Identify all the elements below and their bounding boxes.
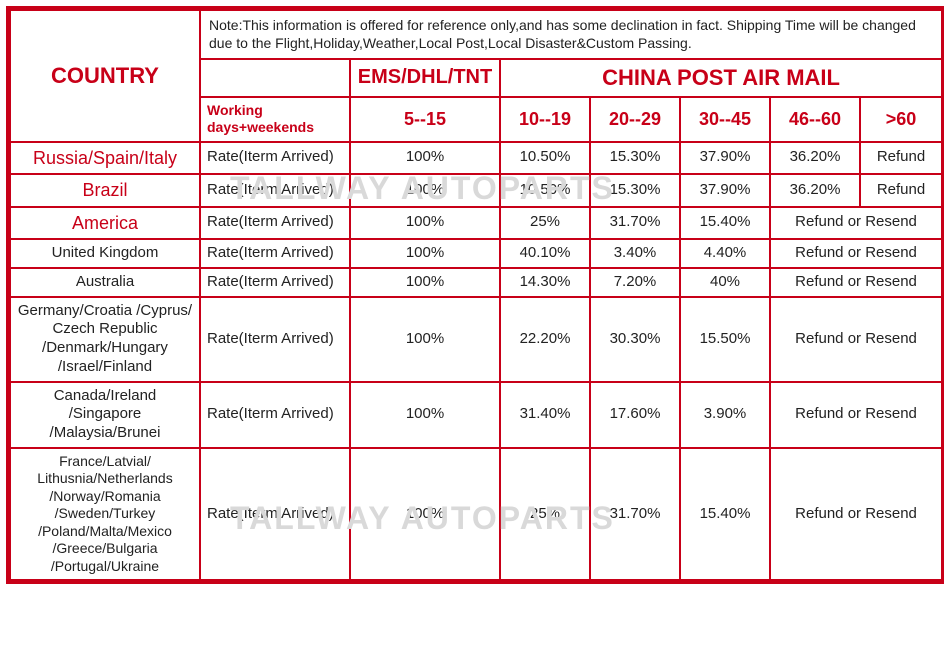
val-2: 31.70%	[590, 207, 680, 240]
rate-label: Rate(Iterm Arrived)	[200, 382, 350, 448]
country-name: Germany/Croatia /Cyprus/ Czech Republic …	[10, 297, 200, 382]
val-2: 15.30%	[590, 174, 680, 207]
row-america: America Rate(Iterm Arrived) 100% 25% 31.…	[10, 207, 942, 240]
ems-val: 100%	[350, 207, 500, 240]
val-3: 37.90%	[680, 174, 770, 207]
val-1: 14.30%	[500, 268, 590, 297]
val-3: 37.90%	[680, 142, 770, 175]
val-1: 10.50%	[500, 174, 590, 207]
ems-val: 100%	[350, 174, 500, 207]
val-4: 36.20%	[770, 142, 860, 175]
val-2: 7.20%	[590, 268, 680, 297]
val-3: 3.90%	[680, 382, 770, 448]
row-germany: Germany/Croatia /Cyprus/ Czech Republic …	[10, 297, 942, 382]
val-2: 17.60%	[590, 382, 680, 448]
val-refund: Refund or Resend	[770, 239, 942, 268]
val-2: 30.30%	[590, 297, 680, 382]
val-refund: Refund or Resend	[770, 297, 942, 382]
blank-cell	[200, 59, 350, 97]
val-1: 25%	[500, 448, 590, 581]
carrier-ems-header: EMS/DHL/TNT	[350, 59, 500, 97]
val-1: 25%	[500, 207, 590, 240]
rate-label: Rate(Iterm Arrived)	[200, 174, 350, 207]
val-2: 3.40%	[590, 239, 680, 268]
val-3: 15.40%	[680, 207, 770, 240]
val-3: 15.50%	[680, 297, 770, 382]
val-2: 15.30%	[590, 142, 680, 175]
range-3: 30--45	[680, 97, 770, 142]
shipping-table: COUNTRY Note:This information is offered…	[9, 9, 943, 581]
val-1: 10.50%	[500, 142, 590, 175]
carrier-chinapost-header: CHINA POST AIR MAIL	[500, 59, 942, 97]
rate-label: Rate(Iterm Arrived)	[200, 448, 350, 581]
country-name: Russia/Spain/Italy	[10, 142, 200, 175]
val-4: 36.20%	[770, 174, 860, 207]
shipping-table-container: COUNTRY Note:This information is offered…	[6, 6, 944, 584]
country-name: America	[10, 207, 200, 240]
ems-val: 100%	[350, 448, 500, 581]
val-3: 4.40%	[680, 239, 770, 268]
val-5: Refund	[860, 142, 942, 175]
val-1: 40.10%	[500, 239, 590, 268]
ems-val: 100%	[350, 297, 500, 382]
row-france: France/Latvial/ Lithusnia/Netherlands /N…	[10, 448, 942, 581]
country-name: France/Latvial/ Lithusnia/Netherlands /N…	[10, 448, 200, 581]
ems-val: 100%	[350, 142, 500, 175]
rate-label: Rate(Iterm Arrived)	[200, 239, 350, 268]
row-uk: United Kingdom Rate(Iterm Arrived) 100% …	[10, 239, 942, 268]
val-3: 40%	[680, 268, 770, 297]
val-refund: Refund or Resend	[770, 268, 942, 297]
rate-label: Rate(Iterm Arrived)	[200, 207, 350, 240]
val-refund: Refund or Resend	[770, 448, 942, 581]
range-4: 46--60	[770, 97, 860, 142]
country-name: United Kingdom	[10, 239, 200, 268]
val-2: 31.70%	[590, 448, 680, 581]
range-2: 20--29	[590, 97, 680, 142]
range-1: 10--19	[500, 97, 590, 142]
rate-label: Rate(Iterm Arrived)	[200, 268, 350, 297]
header-row-1: COUNTRY Note:This information is offered…	[10, 10, 942, 59]
country-name: Brazil	[10, 174, 200, 207]
country-name: Australia	[10, 268, 200, 297]
note-cell: Note:This information is offered for ref…	[200, 10, 942, 59]
range-ems: 5--15	[350, 97, 500, 142]
row-brazil: Brazil Rate(Iterm Arrived) 100% 10.50% 1…	[10, 174, 942, 207]
row-russia: Russia/Spain/Italy Rate(Iterm Arrived) 1…	[10, 142, 942, 175]
val-1: 22.20%	[500, 297, 590, 382]
val-3: 15.40%	[680, 448, 770, 581]
rate-label: Rate(Iterm Arrived)	[200, 297, 350, 382]
rate-label: Rate(Iterm Arrived)	[200, 142, 350, 175]
val-1: 31.40%	[500, 382, 590, 448]
country-header: COUNTRY	[10, 10, 200, 142]
val-refund: Refund or Resend	[770, 207, 942, 240]
val-refund: Refund or Resend	[770, 382, 942, 448]
ems-val: 100%	[350, 268, 500, 297]
ems-val: 100%	[350, 382, 500, 448]
range-5: >60	[860, 97, 942, 142]
val-5: Refund	[860, 174, 942, 207]
row-australia: Australia Rate(Iterm Arrived) 100% 14.30…	[10, 268, 942, 297]
days-label: Working days+weekends	[200, 97, 350, 142]
row-canada: Canada/Ireland /Singapore /Malaysia/Brun…	[10, 382, 942, 448]
ems-val: 100%	[350, 239, 500, 268]
country-name: Canada/Ireland /Singapore /Malaysia/Brun…	[10, 382, 200, 448]
